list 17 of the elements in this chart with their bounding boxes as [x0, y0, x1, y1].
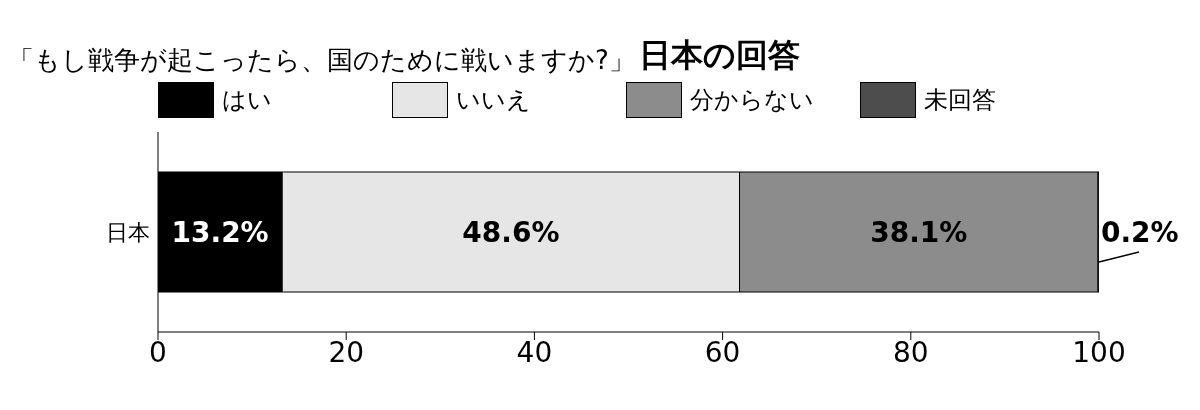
- data-label: 0.2%: [1101, 216, 1179, 249]
- x-tick-label: 40: [516, 335, 553, 369]
- chart-subtitle: 日本の回答: [638, 35, 800, 76]
- data-label: 13.2%: [171, 216, 269, 249]
- x-tick-label: 100: [1072, 335, 1126, 369]
- legend-label: いいえ: [456, 85, 531, 116]
- x-tick-label: 80: [892, 335, 929, 369]
- legend-label: 分からない: [690, 85, 814, 116]
- x-tick-label: 0: [149, 335, 167, 369]
- data-label: 48.6%: [462, 216, 560, 249]
- data-label: 38.1%: [870, 216, 968, 249]
- legend-label: はい: [222, 85, 272, 116]
- x-tick-label: 60: [704, 335, 741, 369]
- y-tick-label: 日本: [106, 219, 150, 245]
- legend-label: 未回答: [924, 85, 996, 116]
- chart-title: 「もし戦争が起こったら、国のために戦いますか?」: [8, 44, 635, 77]
- x-tick-label: 20: [328, 335, 365, 369]
